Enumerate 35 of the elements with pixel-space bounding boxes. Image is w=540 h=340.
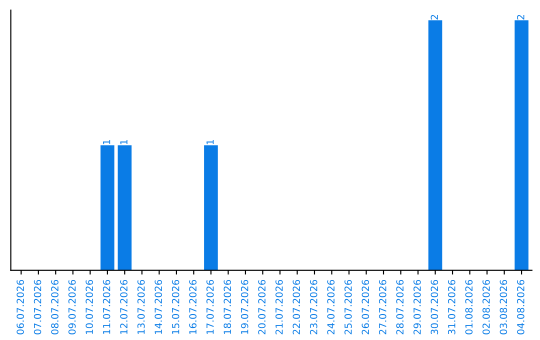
x-tick-label: 23.07.2026 — [310, 280, 318, 334]
x-tick-label: 18.07.2026 — [224, 280, 232, 334]
data-label: 2 — [430, 14, 438, 20]
x-tick-label: 04.08.2026 — [517, 280, 524, 334]
x-tick-label: 20.07.2026 — [258, 280, 266, 334]
data-label: 2 — [517, 14, 524, 20]
x-tick-label: 13.07.2026 — [137, 280, 145, 334]
x-tick-label: 15.07.2026 — [172, 280, 180, 334]
x-tick-label: 02.08.2026 — [482, 280, 490, 334]
x-tick-label: 16.07.2026 — [189, 280, 197, 334]
data-label: 1 — [120, 140, 128, 144]
x-tick-label: 19.07.2026 — [240, 280, 248, 334]
x-tick-label: 28.07.2026 — [396, 280, 404, 334]
x-tick-label: 31.07.2026 — [448, 280, 456, 334]
x-tick-label: 06.07.2026 — [16, 280, 24, 334]
x-tick-label: 08.07.2026 — [51, 280, 58, 334]
x-tick-label: 30.07.2026 — [430, 280, 438, 334]
x-tick-label: 09.07.2026 — [68, 280, 76, 334]
x-tick-label: 11.07.2026 — [102, 280, 110, 334]
x-tick-label: 07.07.2026 — [34, 280, 42, 334]
x-tick-label: 24.07.2026 — [327, 280, 335, 334]
data-label: 1 — [103, 140, 110, 144]
data-label: 1 — [206, 140, 214, 144]
x-tick-label: 03.08.2026 — [500, 280, 508, 334]
x-tick-label: 10.07.2026 — [86, 280, 93, 334]
x-tick-label: 21.07.2026 — [275, 280, 283, 334]
x-tick-label: 25.07.2026 — [344, 280, 352, 334]
x-tick-label: 29.07.2026 — [413, 280, 421, 334]
x-tick-label: 12.07.2026 — [120, 280, 128, 334]
x-tick-label: 17.07.2026 — [206, 280, 214, 334]
x-tick-label: 26.07.2026 — [362, 280, 370, 334]
x-tick-label: 27.07.2026 — [378, 280, 386, 334]
x-tick-label: 01.08.2026 — [465, 280, 473, 334]
x-tick-label: 22.07.2026 — [292, 280, 300, 334]
x-tick-label: 14.07.2026 — [154, 280, 162, 334]
